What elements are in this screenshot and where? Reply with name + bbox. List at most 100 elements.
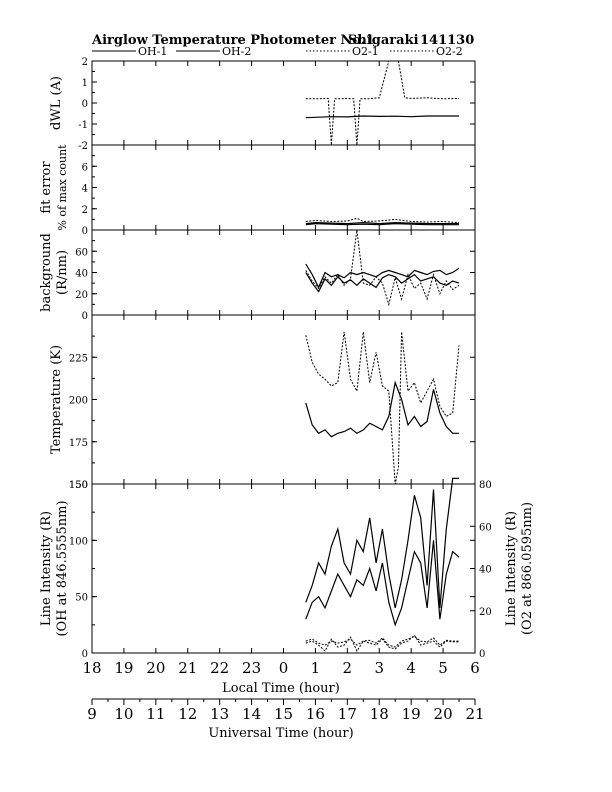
lt-tick-label: 0: [279, 659, 289, 677]
y-tick-label: 150: [69, 480, 88, 491]
lt-tick-label: 19: [114, 659, 133, 677]
y2-tick-label: 20: [479, 607, 492, 618]
panel-frame: [91, 229, 476, 316]
panel-fit: 0 2 4 6 fit error% of max count: [39, 144, 476, 237]
y2-tick-label: 60: [479, 522, 492, 533]
y-tick-label: 2: [82, 57, 88, 68]
lt-tick-label: 2: [343, 659, 353, 677]
lt-tick-label: 18: [82, 659, 101, 677]
y-axis-label: Line Intensity (R): [39, 511, 54, 626]
y-axis-label-2: (R/nm): [55, 250, 70, 295]
panel-frame: [91, 314, 476, 485]
y-tick-label: 50: [75, 593, 88, 604]
y-tick-label: 2: [82, 205, 88, 216]
title-station: Shigaraki: [348, 33, 419, 48]
ut-tick-label: 17: [338, 705, 357, 723]
lt-tick-label: 23: [242, 659, 261, 677]
ut-tick-label: 20: [434, 705, 453, 723]
series-line-oh-1: [305, 221, 459, 225]
title-name: Airglow Temperature Photometer No.1: [91, 33, 374, 48]
ut-tick-label: 9: [87, 705, 97, 723]
series-line-o2-1: [305, 634, 459, 653]
lt-tick-label: 20: [146, 659, 165, 677]
y-axis-label: Temperature (K): [49, 345, 64, 454]
y-tick-label: 225: [69, 353, 88, 364]
lt-tick-label: 1: [311, 659, 321, 677]
y-tick-label: 150: [69, 480, 88, 491]
y-tick-label: 40: [75, 269, 88, 280]
y-axis-label: dWL (A): [49, 76, 64, 130]
y-axis-label: fit error: [39, 161, 54, 214]
y-tick-label: 1: [82, 78, 88, 89]
y-tick-label: 6: [82, 162, 88, 173]
series-line-oh-1: [305, 477, 459, 609]
y2-axis-label: Line Intensity (R): [504, 511, 519, 626]
y-tick-label: 0: [82, 99, 88, 110]
series-line-o2-2: [305, 635, 459, 648]
ut-tick-label: 11: [146, 705, 165, 723]
lt-tick-label: 21: [178, 659, 197, 677]
y-tick-label: -1: [78, 120, 88, 131]
panel-frame: [91, 483, 476, 654]
panel-frame: [91, 144, 476, 231]
y-tick-label: 200: [69, 396, 88, 407]
lt-tick-label: 3: [374, 659, 384, 677]
y-axis-label: background: [39, 233, 54, 312]
title-date: 141130: [420, 33, 474, 48]
lt-tick-label: 5: [438, 659, 448, 677]
y-tick-label: 0: [82, 311, 88, 322]
y-axis-label-2: (OH at 846.5555nm): [55, 500, 70, 636]
ut-tick-label: 15: [274, 705, 293, 723]
y-tick-label: 4: [82, 184, 88, 195]
y-tick-label: -2: [78, 141, 88, 152]
figure-title: Airglow Temperature Photometer No.1 Shig…: [91, 33, 474, 48]
y-tick-label: 20: [75, 290, 88, 301]
panel-bg: 0 20 40 60 background (R/nm): [39, 229, 476, 322]
ut-tick-label: 12: [178, 705, 197, 723]
legend-oh2: OH-2: [222, 45, 251, 58]
series-line-o2-1: [305, 60, 460, 146]
y-tick-label: 60: [75, 247, 88, 258]
series-line-oh-1: [305, 380, 459, 438]
lt-tick-label: 6: [470, 659, 480, 677]
ut-axis-label: Universal Time (hour): [208, 726, 353, 741]
ut-tick-label: 18: [370, 705, 389, 723]
series-line-oh-2: [305, 540, 460, 627]
ut-tick-label: 19: [402, 705, 421, 723]
series-line-oh-1: [305, 263, 460, 289]
y-axis-label-2: % of max count: [56, 144, 69, 231]
y-tick-label: 0: [82, 226, 88, 237]
panels: -2 -1 0 1 2 dWL (A) 0 2 4 6 fit error% of max coun…: [39, 57, 535, 660]
ut-tick-label: 13: [210, 705, 229, 723]
series-line-oh-1: [305, 115, 459, 119]
y2-axis-label-2: (O2 at 866.0595nm): [520, 502, 535, 635]
ut-tick-label: 21: [465, 705, 484, 723]
panel-dwl: -2 -1 0 1 2 dWL (A): [49, 57, 476, 152]
panel-temp: 150 175 200 225 Temperature (K): [49, 314, 476, 491]
ut-tick-label: 14: [242, 705, 261, 723]
y2-tick-label: 0: [479, 649, 485, 660]
ut-tick-label: 16: [306, 705, 325, 723]
series-line-oh-2: [305, 272, 460, 293]
y2-tick-label: 40: [479, 565, 492, 576]
legend-o22: O2-2: [436, 45, 463, 58]
lt-axis-label: Local Time (hour): [222, 681, 340, 696]
series-line-oh-2: [305, 222, 459, 226]
y-tick-label: 0: [82, 649, 88, 660]
panel-frame: [91, 60, 476, 146]
legend-o21: O2-1: [352, 45, 379, 58]
y2-tick-label: 80: [479, 480, 492, 491]
series-line-o2-1: [305, 229, 460, 307]
legend-oh1: OH-1: [138, 45, 167, 58]
series-line-o2-1: [305, 217, 460, 224]
lt-tick-label: 22: [210, 659, 229, 677]
legend: OH-1 OH-2 O2-1 O2-2: [92, 45, 463, 58]
lt-tick-label: 4: [406, 659, 416, 677]
x-axes: 18 19 20 21 22 23 0 1 2 3 4 5 69 10 11 12 13 14 15 16 17 18 19…: [82, 659, 484, 723]
series-line-o2-1: [305, 331, 460, 485]
y-tick-label: 100: [69, 536, 88, 547]
ut-tick-label: 10: [114, 705, 133, 723]
y-tick-label: 175: [69, 438, 88, 449]
